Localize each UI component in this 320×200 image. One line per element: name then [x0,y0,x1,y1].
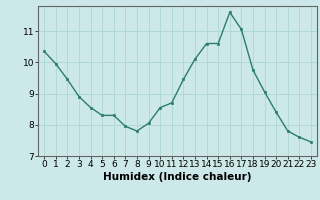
X-axis label: Humidex (Indice chaleur): Humidex (Indice chaleur) [103,172,252,182]
